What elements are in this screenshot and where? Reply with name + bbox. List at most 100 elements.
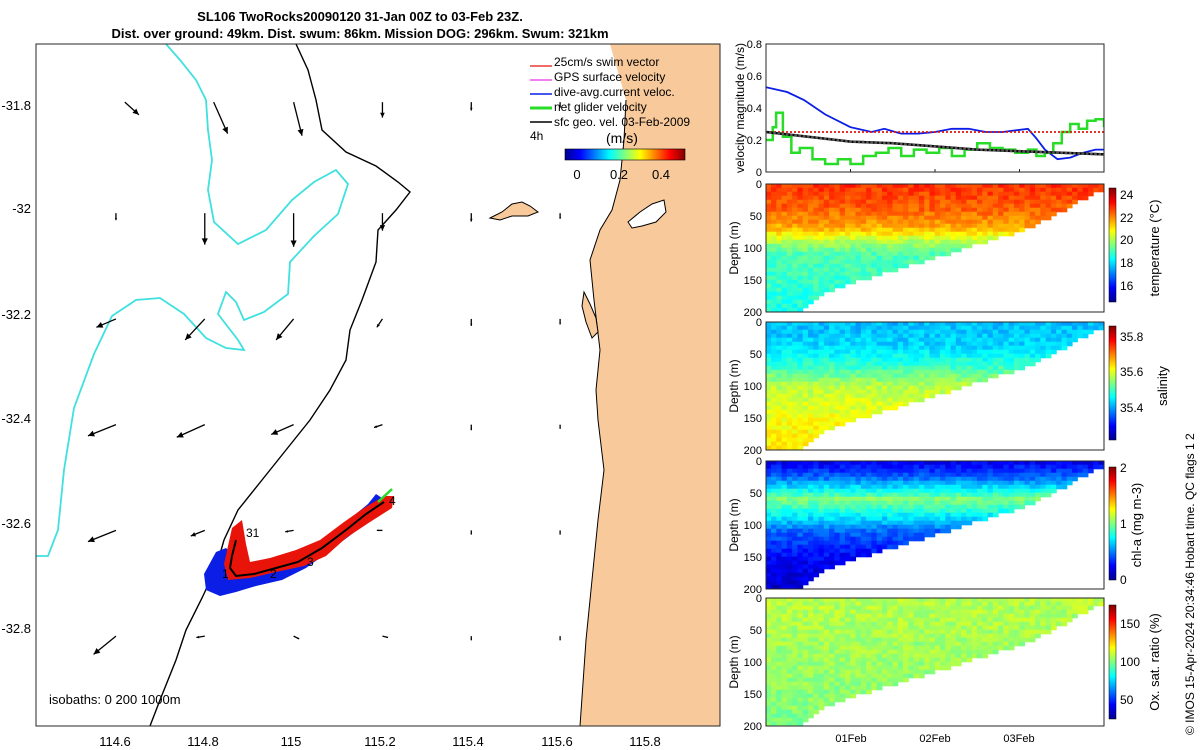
profile-sample-cell	[871, 401, 878, 407]
profile-sample-cell	[934, 629, 941, 635]
profile-sample-cell	[866, 524, 872, 530]
profile-sample-cell	[892, 333, 899, 339]
profile-sample-cell	[934, 251, 941, 257]
profile-sample-cell	[929, 629, 936, 635]
profile-sample-cell	[813, 275, 820, 281]
profile-sample-cell	[961, 349, 967, 355]
profile-sample-cell	[1056, 345, 1063, 351]
profile-sample-cell	[945, 508, 952, 514]
profile-sample-cell	[776, 223, 783, 229]
profile-sample-cell	[876, 247, 883, 253]
profile-sample-cell	[971, 353, 978, 359]
profile-sample-cell	[966, 215, 973, 221]
profile-sample-cell	[855, 349, 862, 355]
profile-sample-cell	[1003, 183, 1010, 189]
profile-sample-cell	[892, 480, 899, 486]
profile-sample-cell	[839, 476, 846, 482]
profile-sample-cell	[987, 341, 994, 347]
isobath-label: isobaths: 0 200 1000m	[49, 692, 181, 707]
profile-sample-cell	[1003, 345, 1010, 351]
sfc-geo-velocity-marker	[882, 141, 886, 145]
profile-sample-cell	[934, 617, 941, 623]
profile-sample-cell	[913, 191, 920, 197]
profile-sample-cell	[771, 480, 777, 486]
profile-sample-cell	[818, 329, 825, 335]
profile-sample-cell	[1003, 605, 1010, 611]
profile-sample-cell	[807, 496, 814, 502]
profile-sample-cell	[897, 484, 904, 490]
profile-sample-cell	[797, 472, 804, 478]
profile-sample-cell	[998, 215, 1004, 221]
sfc-geo-arrow	[124, 101, 140, 116]
sfc-geo-velocity-marker	[1068, 151, 1072, 155]
profile-sample-cell	[987, 219, 994, 225]
profile-sample-cell	[797, 625, 804, 631]
profile-sample-cell	[1029, 464, 1036, 470]
profile-sample-cell	[771, 441, 777, 447]
profile-sample-cell	[908, 476, 915, 482]
profile-sample-cell	[1008, 613, 1015, 619]
profile-sample-cell	[823, 243, 830, 249]
profile-sample-cell	[776, 597, 783, 603]
track-label-3: 3	[307, 555, 314, 569]
profile-sample-cell	[1019, 207, 1026, 213]
profile-sample-cell	[1019, 321, 1026, 327]
profile-sample-cell	[971, 333, 978, 339]
profile-sample-cell	[892, 472, 899, 478]
profile-sample-cell	[945, 357, 952, 363]
profile-sample-cell	[1003, 601, 1010, 607]
profile-sample-cell	[776, 191, 783, 197]
profile-sample-cell	[855, 468, 862, 474]
temperature-colorbar-label: temperature (°C)	[1147, 200, 1162, 297]
profile-sample-cell	[866, 613, 872, 619]
profile-sample-cell	[765, 183, 772, 189]
profile-sample-cell	[940, 219, 946, 225]
profile-sample-cell	[903, 641, 909, 647]
profile-sample-cell	[771, 681, 777, 687]
profile-sample-cell	[807, 195, 814, 201]
profile-sample-cell	[876, 524, 883, 530]
profile-sample-cell	[876, 528, 883, 534]
profile-sample-cell	[802, 713, 809, 719]
profile-sample-cell	[792, 637, 798, 643]
profile-sample-cell	[776, 329, 783, 335]
profile-sample-cell	[829, 617, 835, 623]
profile-sample-cell	[903, 199, 909, 205]
profile-sample-cell	[887, 480, 894, 486]
profile-sample-cell	[813, 369, 820, 375]
profile-sample-cell	[781, 540, 788, 546]
profile-sample-cell	[987, 645, 994, 651]
estuary	[627, 199, 667, 229]
profile-sample-cell	[1040, 601, 1047, 607]
profile-sample-cell	[950, 235, 957, 241]
profile-sample-cell	[929, 645, 936, 651]
profile-sample-cell	[834, 279, 841, 285]
profile-sample-cell	[850, 597, 857, 603]
profile-sample-cell	[792, 528, 798, 534]
profile-sample-cell	[1013, 641, 1020, 647]
profile-sample-cell	[850, 341, 857, 347]
profile-sample-cell	[823, 345, 830, 351]
profile-sample-cell	[834, 685, 841, 691]
profile-sample-cell	[781, 405, 788, 411]
sfc-geo-velocity-marker	[861, 140, 865, 144]
profile-sample-cell	[786, 291, 793, 297]
profile-sample-cell	[987, 353, 994, 359]
sfc-geo-velocity-marker	[815, 136, 819, 140]
profile-sample-cell	[982, 476, 989, 482]
profile-sample-cell	[876, 488, 883, 494]
profile-sample-cell	[802, 385, 809, 391]
profile-sample-cell	[982, 219, 989, 225]
profile-sample-cell	[818, 195, 825, 201]
profile-sample-cell	[850, 377, 857, 383]
legend-label: dive-avg.current veloc.	[554, 85, 675, 99]
profile-sample-cell	[924, 661, 930, 667]
profile-sample-cell	[918, 629, 925, 635]
profile-sample-cell	[1019, 484, 1026, 490]
profile-sample-cell	[829, 231, 835, 237]
profile-sample-cell	[987, 211, 994, 217]
profile-sample-cell	[881, 613, 888, 619]
profile-sample-cell	[765, 673, 772, 679]
profile-sample-cell	[786, 243, 793, 249]
profile-sample-cell	[1013, 345, 1020, 351]
